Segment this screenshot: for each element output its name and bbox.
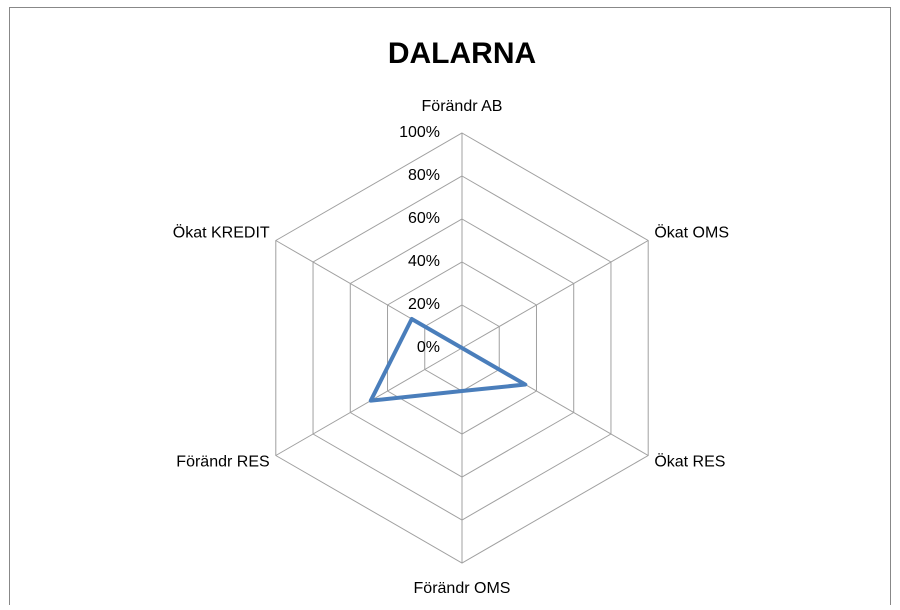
- axis-spoke: [461, 240, 649, 349]
- category-label: Ökat OMS: [654, 224, 729, 242]
- r-tick-label: 60%: [408, 210, 440, 227]
- category-label: Förändr OMS: [414, 580, 511, 597]
- series-line: [368, 316, 528, 403]
- chart-frame: [9, 7, 891, 610]
- r-tick-label: 40%: [408, 253, 440, 270]
- category-label: Ökat KREDIT: [173, 224, 270, 242]
- axis-spoke: [275, 347, 463, 456]
- r-tick-label: 0%: [417, 339, 440, 356]
- r-tick-label: 20%: [408, 296, 440, 313]
- r-tick-label: 80%: [408, 167, 440, 184]
- category-label: Förändr RES: [176, 454, 269, 471]
- category-label: Förändr AB: [422, 98, 503, 115]
- category-label: Ökat RES: [654, 453, 725, 471]
- chart-title: DALARNA: [388, 37, 536, 70]
- r-tick-label: 100%: [399, 124, 440, 141]
